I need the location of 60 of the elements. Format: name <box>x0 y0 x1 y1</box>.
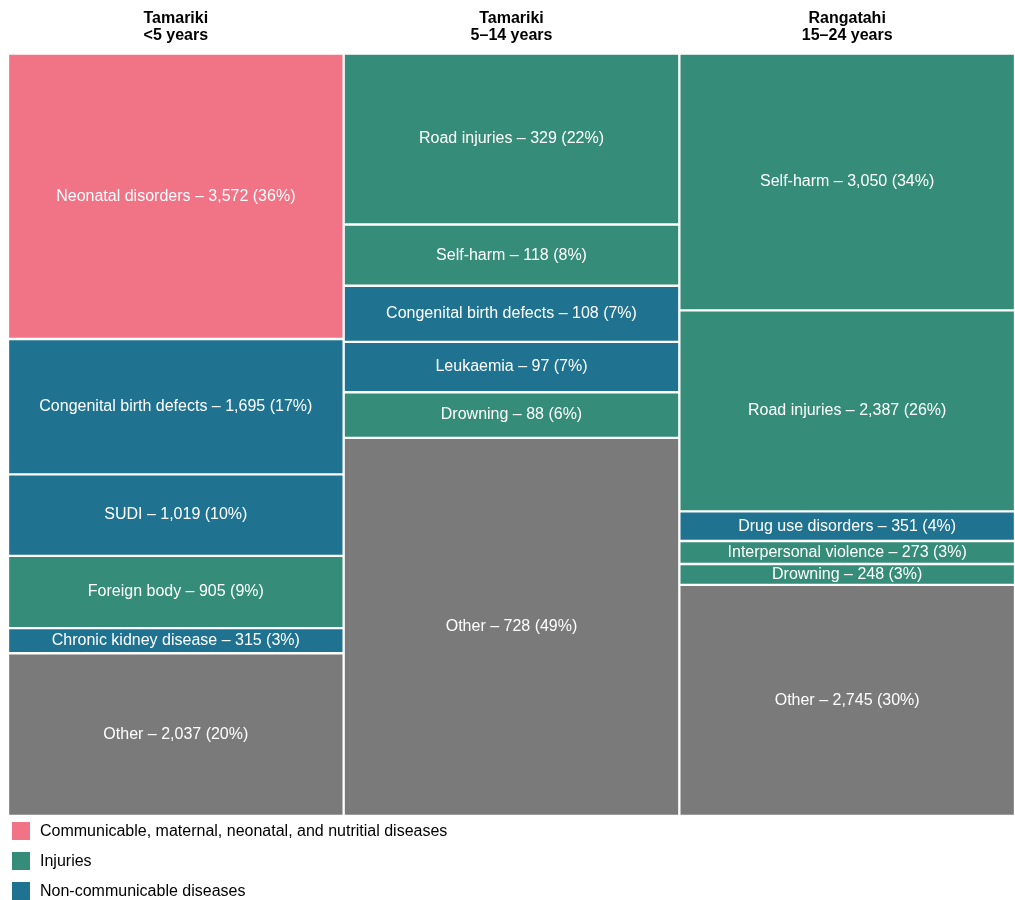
data-label: 329 <box>530 129 557 147</box>
text: (7%) <box>553 357 588 375</box>
data-label: 315 <box>234 631 262 649</box>
text: (6%) <box>548 405 583 423</box>
data-label: 1,019 <box>160 505 201 523</box>
text: Self-harm – <box>436 245 519 263</box>
data-label: 3,050 <box>847 172 888 190</box>
text: (9%) <box>230 582 264 600</box>
category-label: Rangatahi 15–24 years <box>801 8 893 43</box>
text: (3%) <box>933 542 967 560</box>
text: Neonatal disorders – <box>56 186 204 204</box>
data-label: 248 <box>857 564 885 582</box>
text: Self-harm – <box>760 172 843 190</box>
text: (3%) <box>266 631 300 649</box>
text: Other – <box>445 617 500 635</box>
text: (36%) <box>252 186 296 204</box>
data-label: 108 <box>571 304 599 322</box>
data-label: 2,387 <box>859 401 900 419</box>
text: (49%) <box>534 617 578 635</box>
category-label: Tamariki 5–14 years <box>470 8 553 43</box>
data-label: 2,745 <box>832 690 873 708</box>
text: (7%) <box>603 304 637 322</box>
legend-label: Injuries <box>40 852 92 870</box>
text: Congenital birth defects – <box>39 397 221 415</box>
data-label: 1,695 <box>225 397 266 415</box>
text: (22%) <box>561 129 604 147</box>
text: Drug use disorders – <box>738 516 887 534</box>
text: Chronic kidney disease – <box>51 631 231 649</box>
text: (8%) <box>553 245 587 263</box>
text: (26%) <box>903 401 947 419</box>
data-label: 351 <box>891 516 918 534</box>
text: Leukaemia – <box>435 357 528 375</box>
text: Other – <box>103 725 157 743</box>
data-label: 3,572 <box>208 186 249 204</box>
text: Drowning – <box>440 405 522 423</box>
text: (4%) <box>922 516 957 534</box>
category-label: Tamariki <5 years <box>143 8 209 43</box>
data-label: 88 <box>526 405 545 423</box>
text: (20%) <box>205 725 249 743</box>
data-label: 2,037 <box>161 725 202 743</box>
text: Congenital birth defects – <box>386 304 568 322</box>
data-label: 273 <box>901 542 929 560</box>
data-label: 118 <box>523 245 549 263</box>
text: Drowning – <box>772 564 854 582</box>
legend-label: Non-communicable diseases <box>40 882 246 900</box>
text: Foreign body – <box>87 582 195 600</box>
text: Other – <box>774 690 829 708</box>
text: SUDI – <box>104 505 156 523</box>
text: (10%) <box>204 505 248 523</box>
text: Interpersonal violence – <box>727 542 898 560</box>
text: Road injuries – <box>419 129 526 147</box>
text: Road injuries – <box>748 401 855 419</box>
data-label: 905 <box>198 582 226 600</box>
legend-label: Communicable, maternal, neonatal, and nutritial diseases <box>40 822 448 840</box>
text: (34%) <box>891 172 935 190</box>
text: (30%) <box>876 690 920 708</box>
data-label: 728 <box>503 617 531 635</box>
data-label: 97 <box>531 357 550 375</box>
text: (17%) <box>269 397 313 415</box>
text: (3%) <box>888 564 923 582</box>
